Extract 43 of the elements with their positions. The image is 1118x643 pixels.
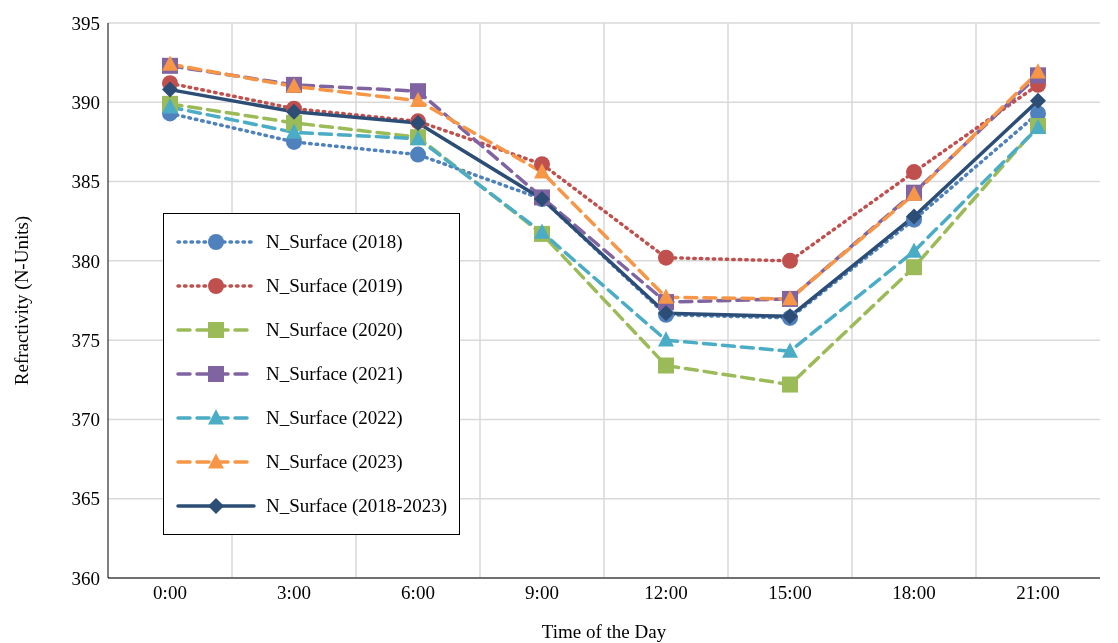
point	[534, 163, 550, 179]
point	[782, 252, 798, 269]
y-tick-label: 360	[71, 567, 100, 589]
point	[410, 91, 426, 108]
x-tick-label: 18:00	[892, 582, 936, 604]
x-axis-title: Time of the Day	[541, 621, 667, 642]
legend-label: N_Surface (2023)	[266, 451, 403, 473]
x-tick-label: 9:00	[525, 582, 559, 604]
y-tick-label: 385	[71, 171, 100, 193]
y-tick-label: 390	[71, 92, 100, 114]
point	[658, 249, 674, 266]
y-tick-label: 380	[71, 250, 100, 272]
point	[658, 331, 674, 347]
x-tick-label: 21:00	[1016, 582, 1060, 604]
point	[906, 259, 922, 276]
point	[286, 123, 302, 139]
point	[162, 81, 178, 98]
point	[410, 146, 426, 163]
x-tick-label: 15:00	[768, 582, 812, 604]
point	[906, 242, 922, 258]
y-axis-title: Refractivity (N-Units)	[10, 215, 33, 386]
legend-label: N_Surface (2019)	[266, 275, 403, 297]
legend-label: N_Surface (2022)	[266, 407, 403, 429]
x-tick-label: 0:00	[153, 582, 187, 604]
x-tick-label: 6:00	[401, 582, 435, 604]
x-tick-label: 3:00	[277, 582, 311, 604]
y-tick-label: 365	[71, 488, 100, 510]
point	[782, 376, 798, 393]
point	[1030, 63, 1046, 79]
point	[1030, 92, 1046, 109]
point	[658, 288, 674, 304]
point	[410, 83, 426, 100]
legend-label: N_Surface (2021)	[266, 363, 403, 385]
point	[782, 342, 798, 358]
y-tick-label: 375	[71, 329, 100, 351]
point	[658, 357, 674, 374]
y-tick-label: 395	[71, 12, 100, 34]
point	[906, 164, 922, 181]
legend-label: N_Surface (2018-2023)	[266, 495, 447, 517]
y-tick-label: 370	[71, 409, 100, 431]
x-tick-label: 12:00	[644, 582, 688, 604]
legend-label: N_Surface (2020)	[266, 319, 403, 341]
legend-label: N_Surface (2018)	[266, 231, 403, 253]
